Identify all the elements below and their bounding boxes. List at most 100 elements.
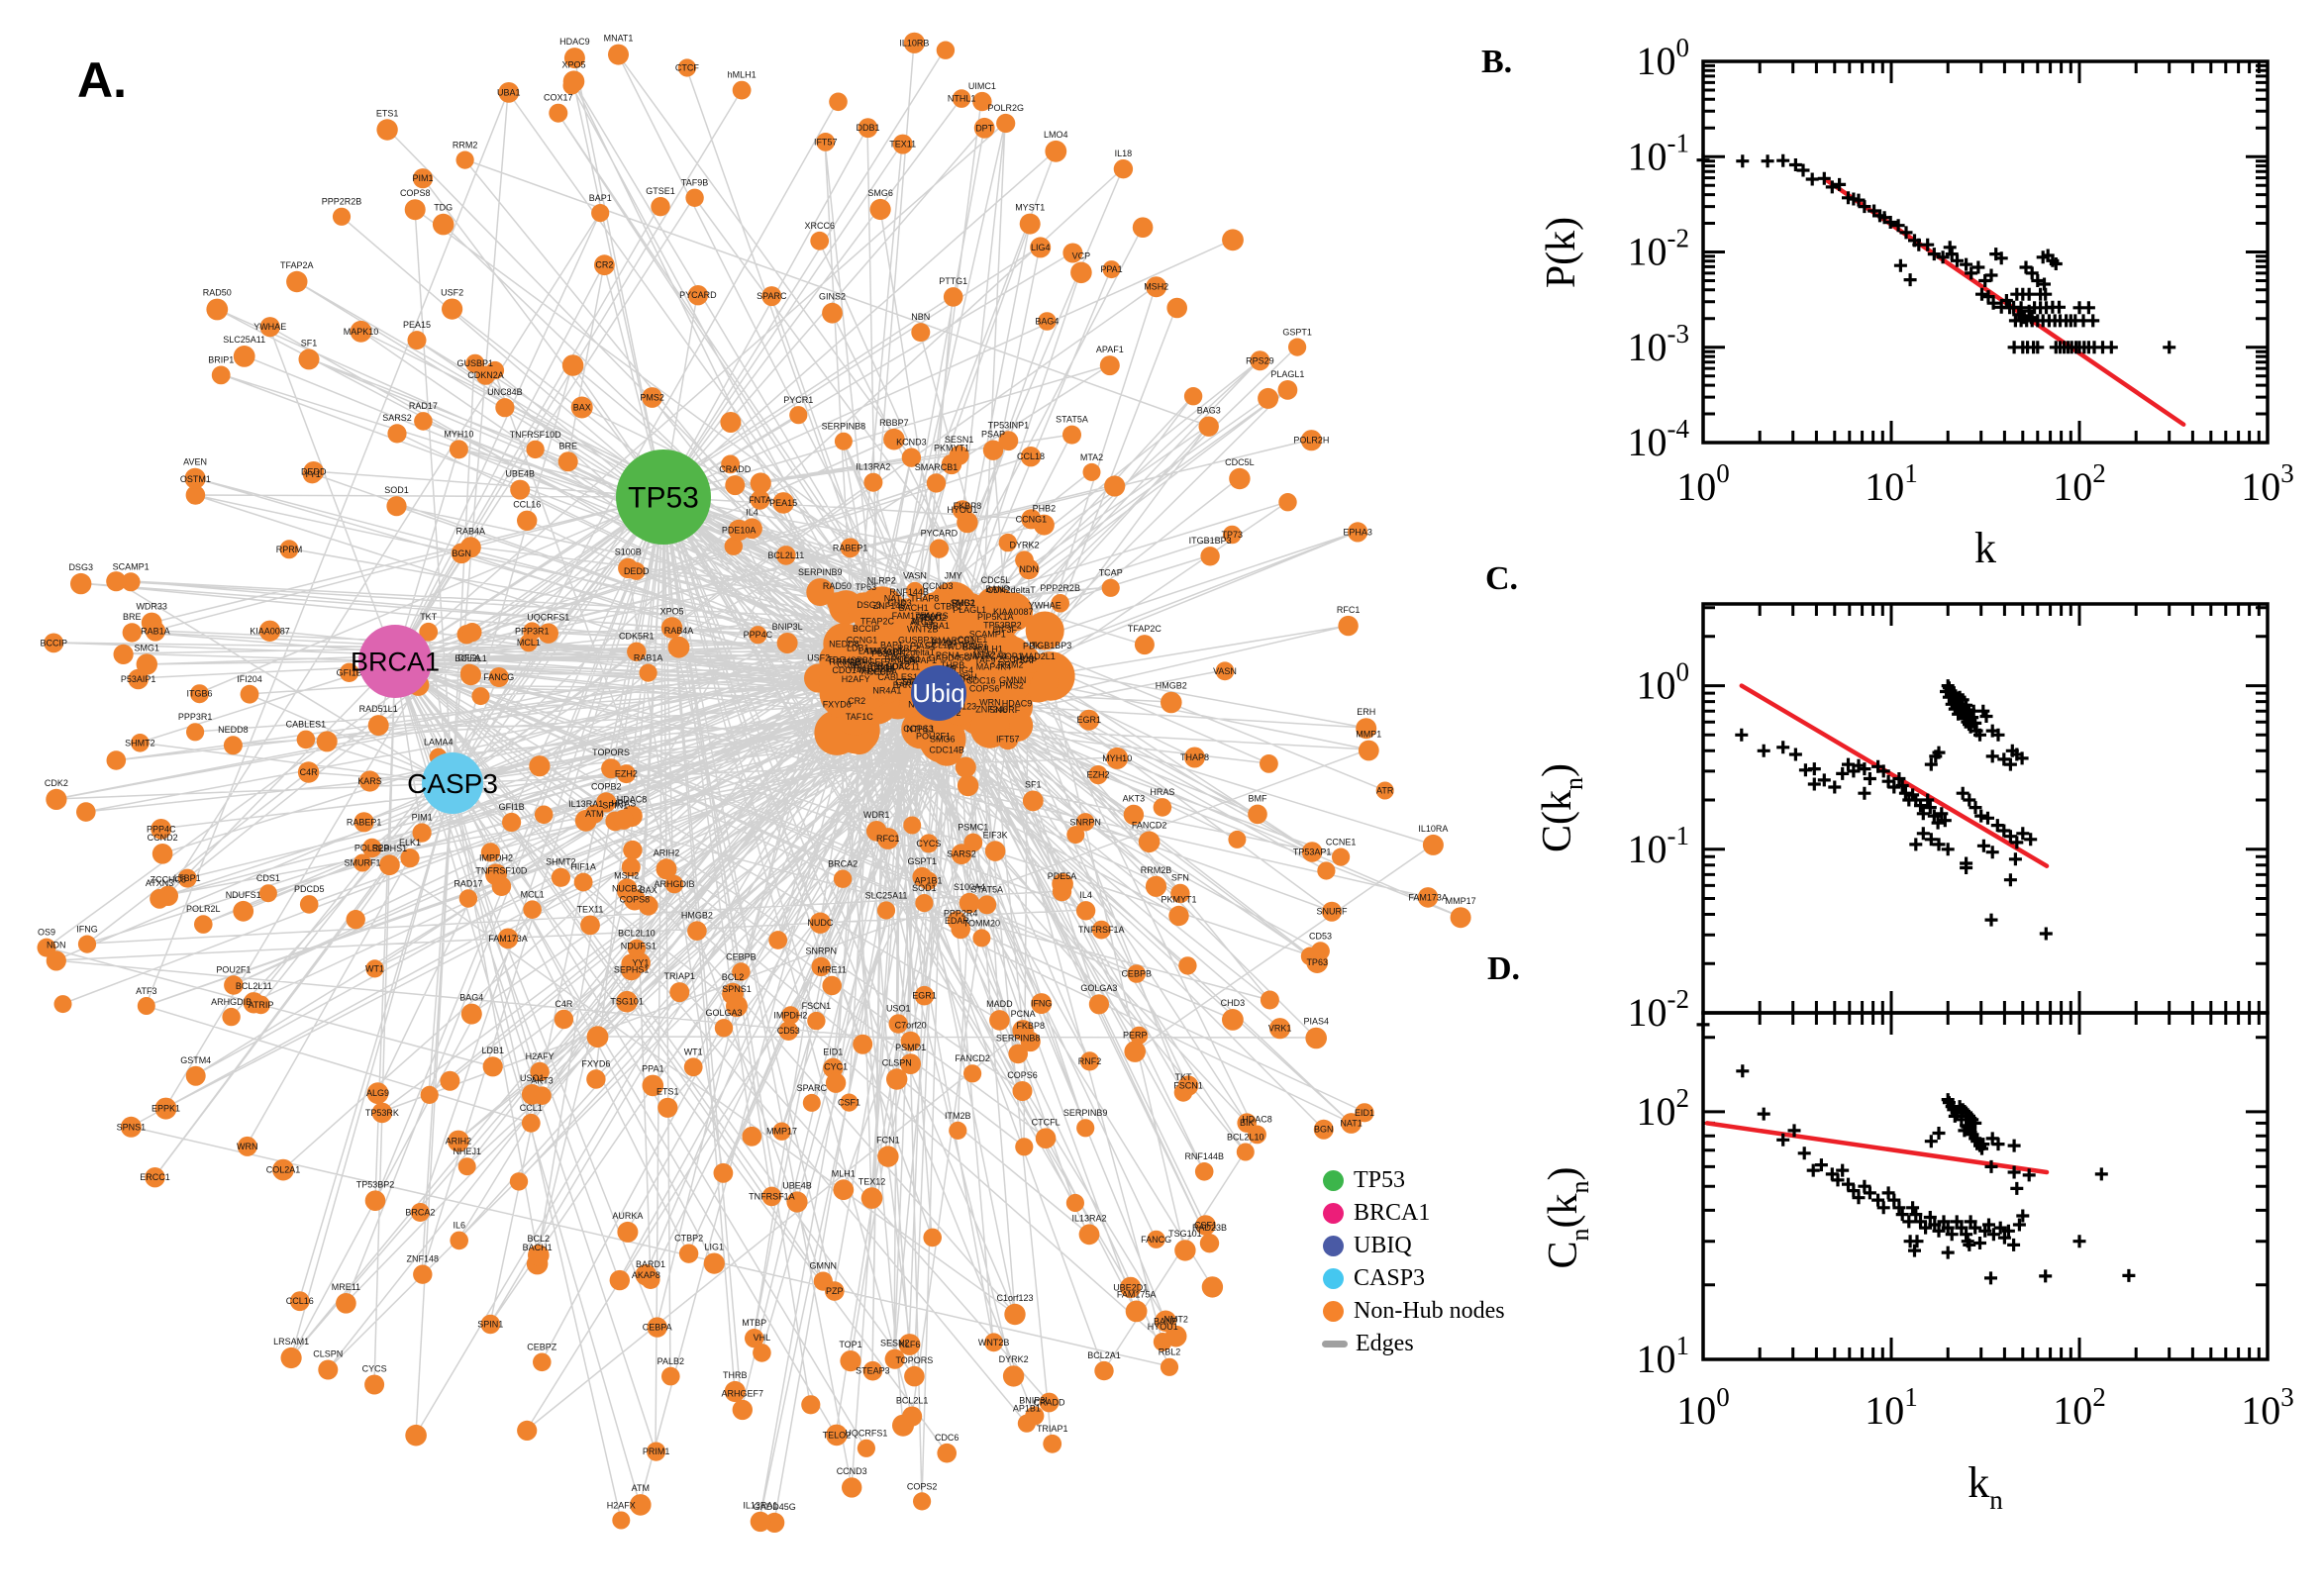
network-node[interactable] [1248, 804, 1267, 825]
network-node[interactable] [586, 1069, 606, 1089]
network-node[interactable] [1078, 1224, 1100, 1246]
network-node[interactable] [1341, 1113, 1362, 1134]
network-node[interactable] [488, 667, 509, 687]
network-node[interactable] [563, 48, 585, 69]
network-node[interactable] [316, 731, 338, 752]
network-node[interactable] [776, 546, 796, 565]
network-node[interactable] [929, 539, 950, 558]
network-node[interactable] [993, 666, 1030, 704]
network-node[interactable] [669, 982, 690, 1003]
network-node[interactable] [957, 774, 979, 797]
network-node[interactable] [152, 844, 173, 864]
network-node[interactable] [1127, 964, 1146, 983]
network-node[interactable] [371, 1102, 393, 1124]
network-node[interactable] [915, 894, 934, 913]
network-node[interactable] [1313, 1119, 1334, 1140]
network-node[interactable] [749, 626, 767, 645]
network-node[interactable] [1300, 947, 1320, 966]
network-node[interactable] [561, 354, 584, 376]
network-node[interactable] [1015, 1138, 1034, 1156]
network-node[interactable] [724, 1380, 746, 1403]
network-node[interactable] [223, 736, 243, 755]
network-node[interactable] [1358, 740, 1379, 761]
network-node[interactable] [642, 387, 662, 408]
network-node[interactable] [387, 424, 407, 444]
network-node[interactable] [952, 500, 972, 521]
network-node[interactable] [354, 812, 374, 833]
network-node[interactable] [996, 113, 1016, 134]
network-node[interactable] [641, 1269, 660, 1289]
network-node[interactable] [586, 1026, 609, 1048]
network-node[interactable] [1120, 1276, 1142, 1299]
network-node[interactable] [639, 663, 657, 682]
network-node[interactable] [1355, 1103, 1374, 1123]
network-node[interactable] [457, 1157, 476, 1176]
network-node[interactable] [627, 642, 647, 661]
network-node[interactable] [517, 510, 538, 531]
network-node[interactable] [601, 758, 622, 779]
network-node[interactable] [1153, 798, 1172, 817]
network-node[interactable] [1021, 651, 1043, 673]
network-node[interactable] [414, 412, 433, 431]
network-node[interactable] [1030, 237, 1052, 258]
network-node[interactable] [70, 572, 92, 595]
network-node[interactable] [786, 1191, 808, 1213]
network-node[interactable] [974, 586, 1017, 629]
network-node[interactable] [904, 1365, 925, 1387]
network-node[interactable] [772, 492, 794, 514]
network-node[interactable] [1078, 709, 1100, 731]
network-node[interactable] [339, 662, 359, 682]
network-node[interactable] [862, 1360, 883, 1381]
network-node[interactable] [1106, 747, 1129, 769]
network-node[interactable] [1170, 883, 1190, 904]
network-node[interactable] [1012, 1081, 1033, 1101]
network-node[interactable] [523, 900, 542, 919]
network-node[interactable] [297, 761, 320, 783]
network-node[interactable] [194, 915, 213, 934]
network-node[interactable] [259, 317, 280, 338]
network-node[interactable] [936, 41, 956, 59]
network-node[interactable] [1019, 213, 1041, 235]
network-node[interactable] [1223, 525, 1242, 545]
network-node[interactable] [1124, 1041, 1146, 1062]
network-node[interactable] [853, 1034, 873, 1054]
network-node[interactable] [857, 1439, 876, 1457]
network-node[interactable] [678, 1244, 699, 1263]
network-node[interactable] [842, 1477, 862, 1498]
network-node[interactable] [721, 454, 740, 474]
network-node[interactable] [811, 956, 831, 977]
network-node[interactable] [122, 623, 142, 643]
network-node[interactable] [1201, 1276, 1224, 1298]
network-node[interactable] [984, 841, 1006, 861]
network-node[interactable] [106, 571, 127, 592]
network-node[interactable] [534, 805, 554, 825]
network-node[interactable] [714, 1019, 734, 1038]
network-node[interactable] [1079, 1051, 1100, 1071]
network-node[interactable] [1123, 804, 1145, 826]
hub-node-casp3[interactable] [422, 752, 483, 814]
network-node[interactable] [376, 119, 398, 141]
network-node[interactable] [419, 622, 439, 642]
network-node[interactable] [742, 1126, 762, 1147]
network-node[interactable] [613, 809, 634, 830]
network-node[interactable] [647, 1317, 667, 1338]
network-node[interactable] [449, 440, 468, 459]
network-node[interactable] [346, 910, 365, 930]
network-node[interactable] [1356, 718, 1377, 740]
network-node[interactable] [1065, 1193, 1084, 1213]
network-node[interactable] [410, 1203, 430, 1222]
network-node[interactable] [1258, 387, 1279, 409]
network-node[interactable] [801, 1395, 821, 1415]
network-node[interactable] [1070, 261, 1092, 284]
network-node[interactable] [580, 915, 600, 936]
network-node[interactable] [1153, 1333, 1172, 1351]
network-node[interactable] [1198, 416, 1219, 437]
network-node[interactable] [943, 287, 963, 307]
network-node[interactable] [998, 533, 1017, 552]
network-node[interactable] [896, 666, 917, 688]
network-node[interactable] [789, 406, 808, 425]
network-node[interactable] [616, 990, 638, 1013]
network-node[interactable] [185, 485, 206, 505]
network-node[interactable] [1001, 596, 1022, 617]
network-node[interactable] [1228, 830, 1247, 848]
